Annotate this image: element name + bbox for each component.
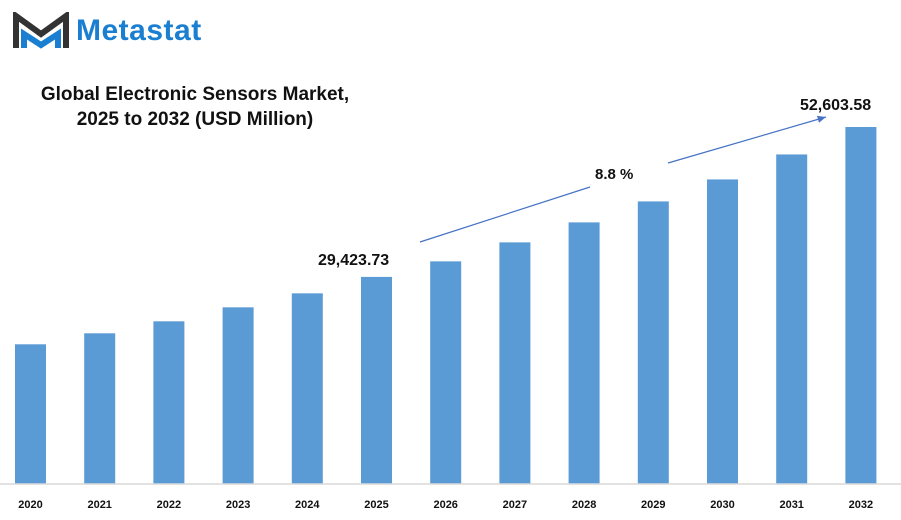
bar-2020 bbox=[15, 344, 46, 484]
end-value-label: 52,603.58 bbox=[800, 97, 871, 114]
x-tick-label: 2021 bbox=[87, 499, 111, 511]
metastat-logo-icon bbox=[13, 12, 69, 49]
bar-2023 bbox=[222, 307, 254, 484]
x-tick-label: 2032 bbox=[849, 499, 873, 511]
cagr-label: 8.8 % bbox=[595, 166, 633, 183]
x-tick-label: 2025 bbox=[364, 499, 388, 511]
bar-2026 bbox=[430, 261, 462, 484]
bar-2025 bbox=[361, 276, 392, 484]
x-tick-label: 2029 bbox=[641, 499, 665, 511]
chart-title-line-1: Global Electronic Sensors Market, bbox=[40, 84, 350, 105]
x-tick-label: 2022 bbox=[157, 499, 181, 511]
x-tick-label: 2023 bbox=[226, 499, 250, 511]
metastat-logo: Metastat bbox=[12, 12, 202, 50]
x-tick-label: 2024 bbox=[295, 499, 320, 511]
bar-2028 bbox=[568, 222, 600, 484]
x-tick-label: 2026 bbox=[433, 499, 457, 511]
x-tick-label: 2030 bbox=[710, 499, 734, 511]
bar-2022 bbox=[153, 321, 185, 484]
x-tick-label: 2027 bbox=[503, 499, 527, 511]
x-tick-label: 2020 bbox=[18, 499, 42, 511]
bar-2024 bbox=[291, 293, 323, 484]
chart-title-line-2: 2025 to 2032 (USD Million) bbox=[76, 109, 314, 130]
bar-2030 bbox=[707, 179, 738, 484]
trend-arrow-right bbox=[667, 115, 827, 164]
brand-name: Metastat bbox=[76, 14, 202, 47]
x-tick-label: 2028 bbox=[572, 499, 596, 511]
chart-title: Global Electronic Sensors Market, 2025 t… bbox=[20, 82, 370, 132]
bar-2029 bbox=[637, 201, 669, 485]
bar-2032 bbox=[845, 127, 877, 484]
x-tick-label: 2031 bbox=[779, 499, 803, 511]
start-value-label: 29,423.73 bbox=[318, 252, 389, 269]
bar-2021 bbox=[84, 333, 116, 484]
trend-arrow-left bbox=[419, 186, 591, 243]
bar-2027 bbox=[499, 242, 531, 484]
bar-2031 bbox=[776, 154, 808, 484]
